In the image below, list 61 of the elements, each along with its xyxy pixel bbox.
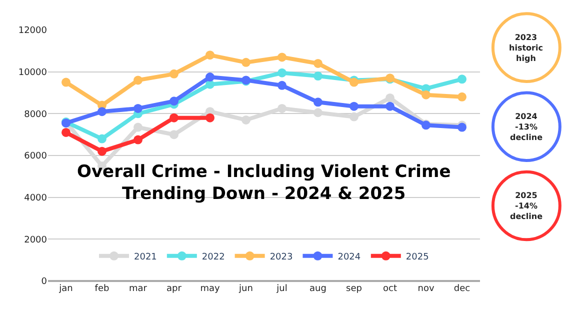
point [170, 130, 178, 140]
point [386, 93, 394, 102]
point [98, 134, 106, 144]
point [278, 104, 286, 113]
legend-label: 2024 [338, 252, 361, 262]
point [314, 108, 322, 118]
point [278, 68, 286, 78]
y-tick-label: 0 [41, 277, 48, 288]
point [134, 135, 142, 144]
x-tick-label: apr [166, 284, 182, 294]
point [422, 90, 430, 100]
point [278, 52, 286, 62]
y-tick-label: 2000 [24, 235, 48, 246]
point [386, 102, 394, 111]
point [134, 76, 142, 85]
point [350, 112, 358, 122]
text: Overall Crime - Including Violent Crime Trending Down - 2024 & 2025 [77, 162, 451, 204]
point [314, 58, 322, 68]
y-tick-label: 6000 [24, 152, 48, 162]
point [350, 102, 358, 111]
point [242, 58, 250, 67]
point [206, 113, 214, 122]
legend-label: 2021 [134, 252, 157, 262]
point [170, 96, 178, 106]
x-tick-label: dec [454, 284, 470, 294]
legend-label: 2023 [270, 252, 293, 262]
y-tick-label: 12000 [18, 26, 48, 36]
point [62, 78, 70, 87]
point [458, 92, 466, 102]
point [134, 122, 142, 132]
point [458, 74, 466, 84]
x-tick-label: jul [276, 284, 288, 294]
point [98, 107, 106, 116]
x-tick-label: jan [58, 284, 73, 294]
x-tick-label: aug [310, 284, 326, 294]
text: 2023 historic high [509, 33, 544, 63]
point [278, 80, 286, 90]
point [98, 146, 106, 156]
x-tick-label: oct [383, 284, 398, 294]
x-tick-label: jun [238, 284, 253, 294]
point [170, 113, 178, 122]
point [314, 98, 322, 107]
legend-label: 2022 [202, 252, 225, 262]
x-tick-label: mar [129, 284, 148, 294]
text: 2024 -13% decline [510, 112, 544, 142]
point [62, 128, 70, 137]
y-tick-label: 4000 [24, 193, 48, 204]
x-tick-label: nov [418, 284, 435, 294]
point [170, 69, 178, 78]
x-tick-label: sep [346, 284, 362, 294]
y-tick-label: 10000 [18, 68, 48, 78]
point [242, 115, 250, 124]
x-tick-label: feb [94, 284, 110, 294]
text: 2025 -14% decline [510, 191, 544, 221]
x-tick-label: may [200, 284, 220, 294]
point [134, 104, 142, 113]
legend-label: 2025 [406, 252, 429, 262]
point [314, 72, 322, 81]
point [206, 50, 214, 60]
point [206, 72, 214, 82]
y-tick-label: 8000 [24, 110, 48, 120]
